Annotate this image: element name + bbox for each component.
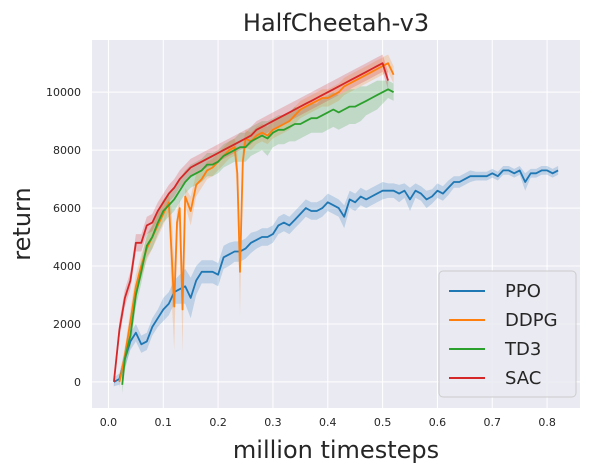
- x-tick-label: 0.6: [429, 416, 447, 429]
- y-axis-label: return: [8, 187, 36, 260]
- y-tick-label: 4000: [53, 260, 81, 273]
- y-tick-label: 10000: [46, 86, 81, 99]
- y-tick-label: 2000: [53, 318, 81, 331]
- y-tick-label: 8000: [53, 144, 81, 157]
- legend-label-ddpg: DDPG: [505, 310, 558, 331]
- x-tick-label: 0.1: [155, 416, 173, 429]
- x-tick-label: 0.2: [209, 416, 227, 429]
- x-tick-label: 0.0: [100, 416, 118, 429]
- x-tick-label: 0.5: [374, 416, 392, 429]
- x-axis-ticks: 0.0 0.1 0.2 0.3 0.4 0.5 0.6 0.7 0.8: [100, 416, 556, 429]
- chart-title: HalfCheetah-v3: [243, 9, 429, 37]
- legend-label-td3: TD3: [504, 339, 541, 360]
- x-axis-label: million timesteps: [233, 436, 439, 464]
- legend-label-ppo: PPO: [505, 281, 541, 302]
- x-tick-label: 0.4: [319, 416, 337, 429]
- y-tick-label: 6000: [53, 202, 81, 215]
- legend: PPO DDPG TD3 SAC: [439, 271, 576, 397]
- x-tick-label: 0.3: [264, 416, 282, 429]
- x-tick-label: 0.7: [484, 416, 502, 429]
- legend-label-sac: SAC: [505, 368, 541, 389]
- y-tick-label: 0: [74, 376, 81, 389]
- x-tick-label: 0.8: [538, 416, 556, 429]
